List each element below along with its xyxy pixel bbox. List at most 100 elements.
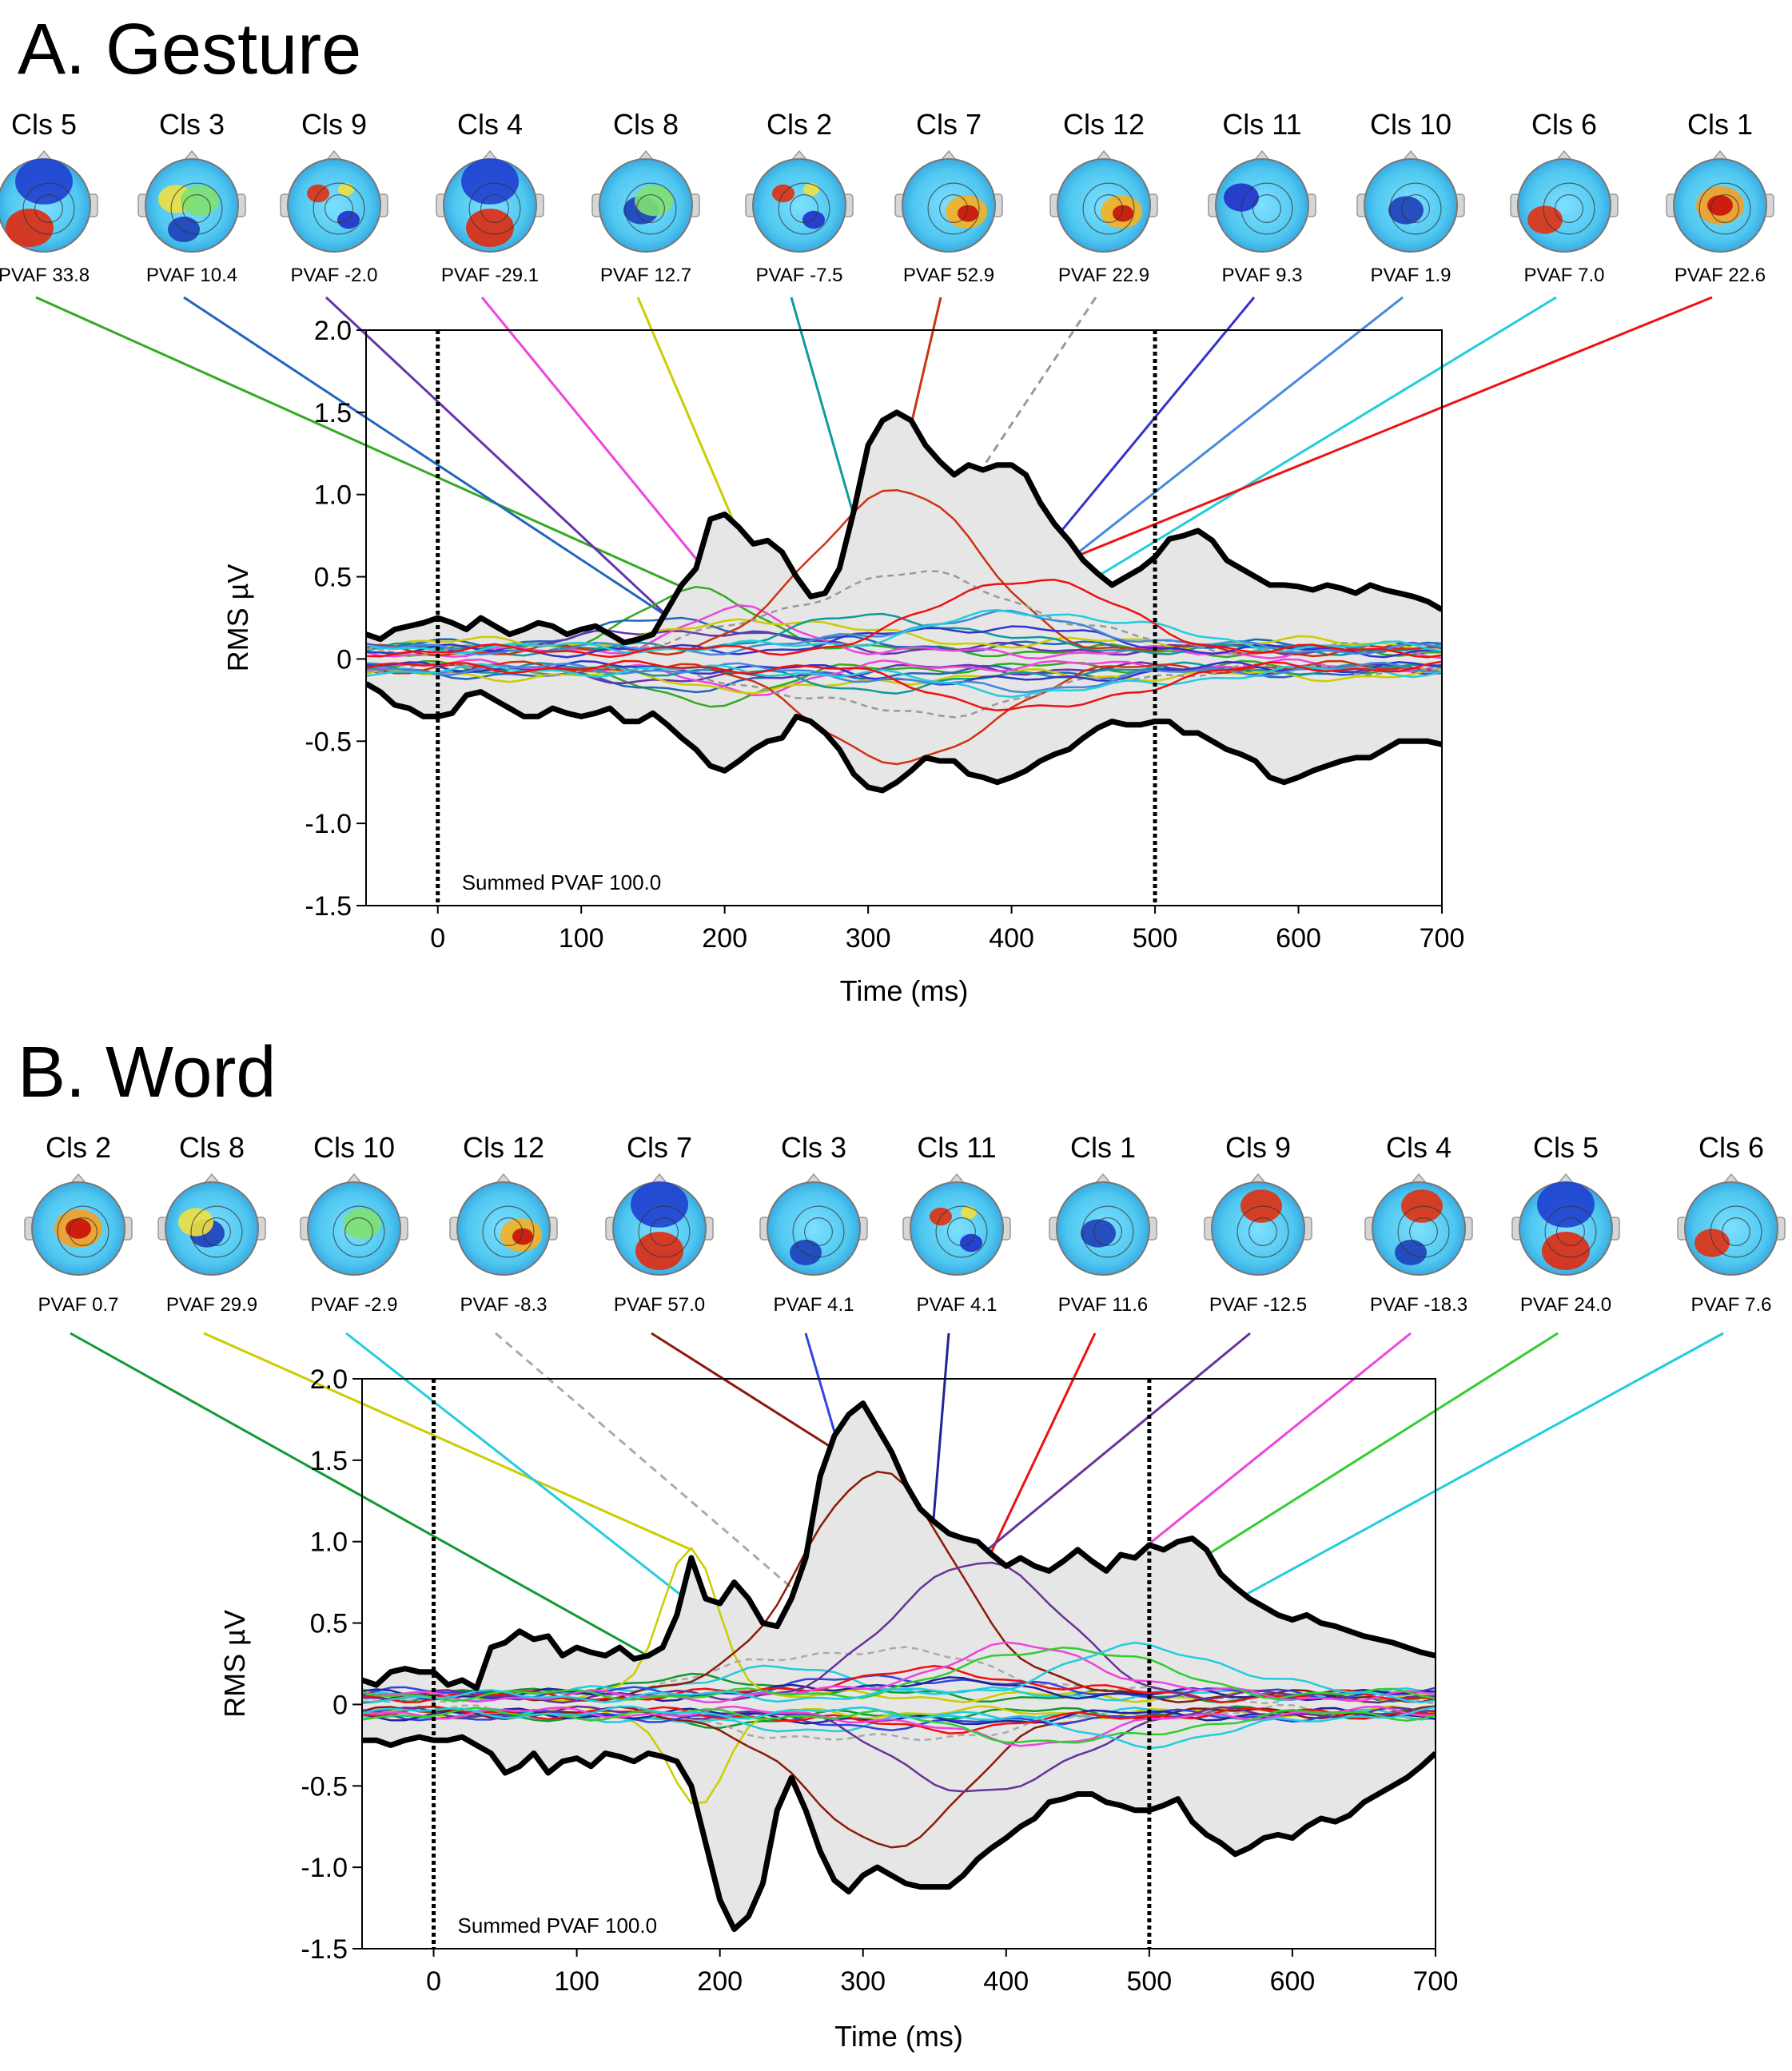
pvaf-label: PVAF -18.3 [1370, 1294, 1467, 1316]
x-axis-label: Time (ms) [840, 974, 969, 1007]
topo-map-icon [1364, 1173, 1473, 1276]
cluster-trace-upper [366, 579, 1442, 659]
y-tick-label: 1.5 [314, 398, 352, 428]
summed-pvaf: Summed PVAF 100.0 [458, 1914, 658, 1938]
topo-map-icon [1049, 149, 1158, 253]
cluster-trace-lower [366, 661, 1442, 695]
cluster-label: Cls 3 [781, 1131, 846, 1164]
cluster-label: Cls 6 [1698, 1131, 1764, 1164]
cluster-connector-line [325, 296, 683, 631]
envelope-lower-line [366, 681, 1442, 794]
topo-row: Cls 2 PVAF 0.7 Cls 8 PVAF 29.9 Cls 10 PVAF -2… [24, 1131, 1786, 1316]
pvaf-label: PVAF -8.3 [460, 1294, 548, 1316]
cluster-label: Cls 11 [1222, 108, 1301, 141]
cluster-label: Cls 1 [1070, 1131, 1136, 1164]
time-markers [436, 330, 1157, 906]
cluster-label: Cls 6 [1531, 108, 1597, 141]
y-axis-label: RMS µV [221, 564, 254, 672]
cluster-trace-upper [366, 616, 1442, 653]
pvaf-label: PVAF 24.0 [1520, 1294, 1611, 1316]
topo-map-icon [1511, 1173, 1620, 1276]
cluster-label: Cls 9 [1225, 1131, 1291, 1164]
y-tick-label: 0 [336, 644, 352, 675]
y-axis-label: RMS µV [218, 1610, 251, 1718]
envelope-upper-line [362, 1400, 1436, 1691]
x-axis-ticks: 0 100 200 300 400 500 600 700 [430, 906, 1464, 954]
x-tick-label: 300 [846, 923, 891, 954]
x-tick-label: 600 [1270, 1966, 1316, 1997]
cluster-trace-cls-1 [366, 579, 1442, 712]
x-tick-label: 300 [840, 1966, 886, 1997]
x-tick-label: 0 [430, 923, 445, 954]
cluster-label: Cls 5 [1533, 1131, 1599, 1164]
cluster-trace-lower [362, 1705, 1436, 1750]
topo-map-icon [902, 1173, 1011, 1276]
envelope-fill [362, 1403, 1436, 1930]
pvaf-label: PVAF -2.9 [311, 1294, 398, 1316]
y-tick-label: -1.0 [305, 809, 352, 839]
topo-map-icon [759, 1173, 868, 1276]
topo-map-icon [894, 149, 1003, 253]
pvaf-label: PVAF 57.0 [614, 1294, 705, 1316]
cluster-trace-upper [362, 1646, 1436, 1702]
cluster-trace-cls-6 [366, 608, 1442, 699]
x-tick-label: 100 [554, 1966, 599, 1997]
plot-area: 2.0 1.5 1.0 0.5 0 -0.5 -1.0 -1.5 0 100 200 300 400 5… [221, 316, 1464, 1007]
pvaf-label: PVAF 4.1 [917, 1294, 998, 1316]
topo-map-icon [300, 1173, 408, 1276]
pvaf-label: PVAF -12.5 [1209, 1294, 1307, 1316]
cluster-label: Cls 1 [1687, 108, 1753, 141]
y-tick-label: 1.5 [310, 1446, 348, 1476]
y-tick-label: -1.5 [305, 891, 352, 922]
cluster-label: Cls 12 [1063, 108, 1145, 141]
y-tick-label: 0.5 [310, 1609, 348, 1639]
cluster-label: Cls 12 [463, 1131, 544, 1164]
cluster-trace-upper [362, 1641, 1436, 1704]
plot-frame [365, 329, 1443, 906]
y-tick-label: -1.5 [301, 1934, 348, 1965]
x-tick-label: 600 [1276, 923, 1321, 954]
y-tick-label: 0 [333, 1690, 348, 1720]
pvaf-label: PVAF 9.3 [1222, 265, 1303, 286]
pvaf-label: PVAF 4.1 [774, 1294, 854, 1316]
cluster-trace-lower [366, 663, 1442, 699]
cluster-trace-upper [366, 608, 1442, 655]
cluster-connector-line [1025, 296, 1713, 578]
topo-map-icon [1208, 149, 1316, 253]
topo-map-icon [1356, 149, 1465, 253]
topo-map-icon [745, 149, 854, 253]
y-tick-label: 2.0 [310, 1364, 348, 1395]
cluster-label: Cls 10 [313, 1131, 395, 1164]
cluster-label: Cls 5 [11, 108, 77, 141]
y-tick-label: 0.5 [314, 563, 352, 593]
y-tick-label: 1.0 [314, 480, 352, 511]
x-tick-label: 500 [1126, 1966, 1172, 1997]
cluster-trace-lower [366, 661, 1442, 719]
cluster-label: Cls 8 [613, 108, 679, 141]
cluster-trace-upper [362, 1646, 1436, 1705]
topo-map-icon [137, 149, 246, 253]
pvaf-label: PVAF -7.5 [756, 265, 843, 286]
cluster-series [362, 1470, 1436, 1849]
envelope-lower-line [362, 1734, 1436, 1933]
cluster-trace-upper [362, 1641, 1436, 1703]
x-tick-label: 200 [702, 923, 747, 954]
cluster-label: Cls 7 [916, 108, 982, 141]
topo-map-icon [1049, 1173, 1157, 1276]
pvaf-label: PVAF 0.7 [38, 1294, 119, 1316]
topo-map-icon [280, 149, 388, 253]
cluster-connectors [35, 296, 1713, 631]
pvaf-label: PVAF 10.4 [146, 265, 237, 286]
pvaf-label: PVAF 29.9 [166, 1294, 257, 1316]
topo-map-icon [157, 1173, 266, 1276]
plot-frame [361, 1378, 1436, 1950]
topo-map-icon [1510, 149, 1619, 253]
cluster-label: Cls 10 [1370, 108, 1452, 141]
x-tick-label: 0 [426, 1966, 441, 1997]
pvaf-label: PVAF 22.9 [1058, 265, 1149, 286]
cluster-trace-cls-4 [362, 1641, 1436, 1747]
pvaf-label: PVAF 12.7 [600, 265, 691, 286]
y-tick-label: -0.5 [305, 727, 352, 757]
